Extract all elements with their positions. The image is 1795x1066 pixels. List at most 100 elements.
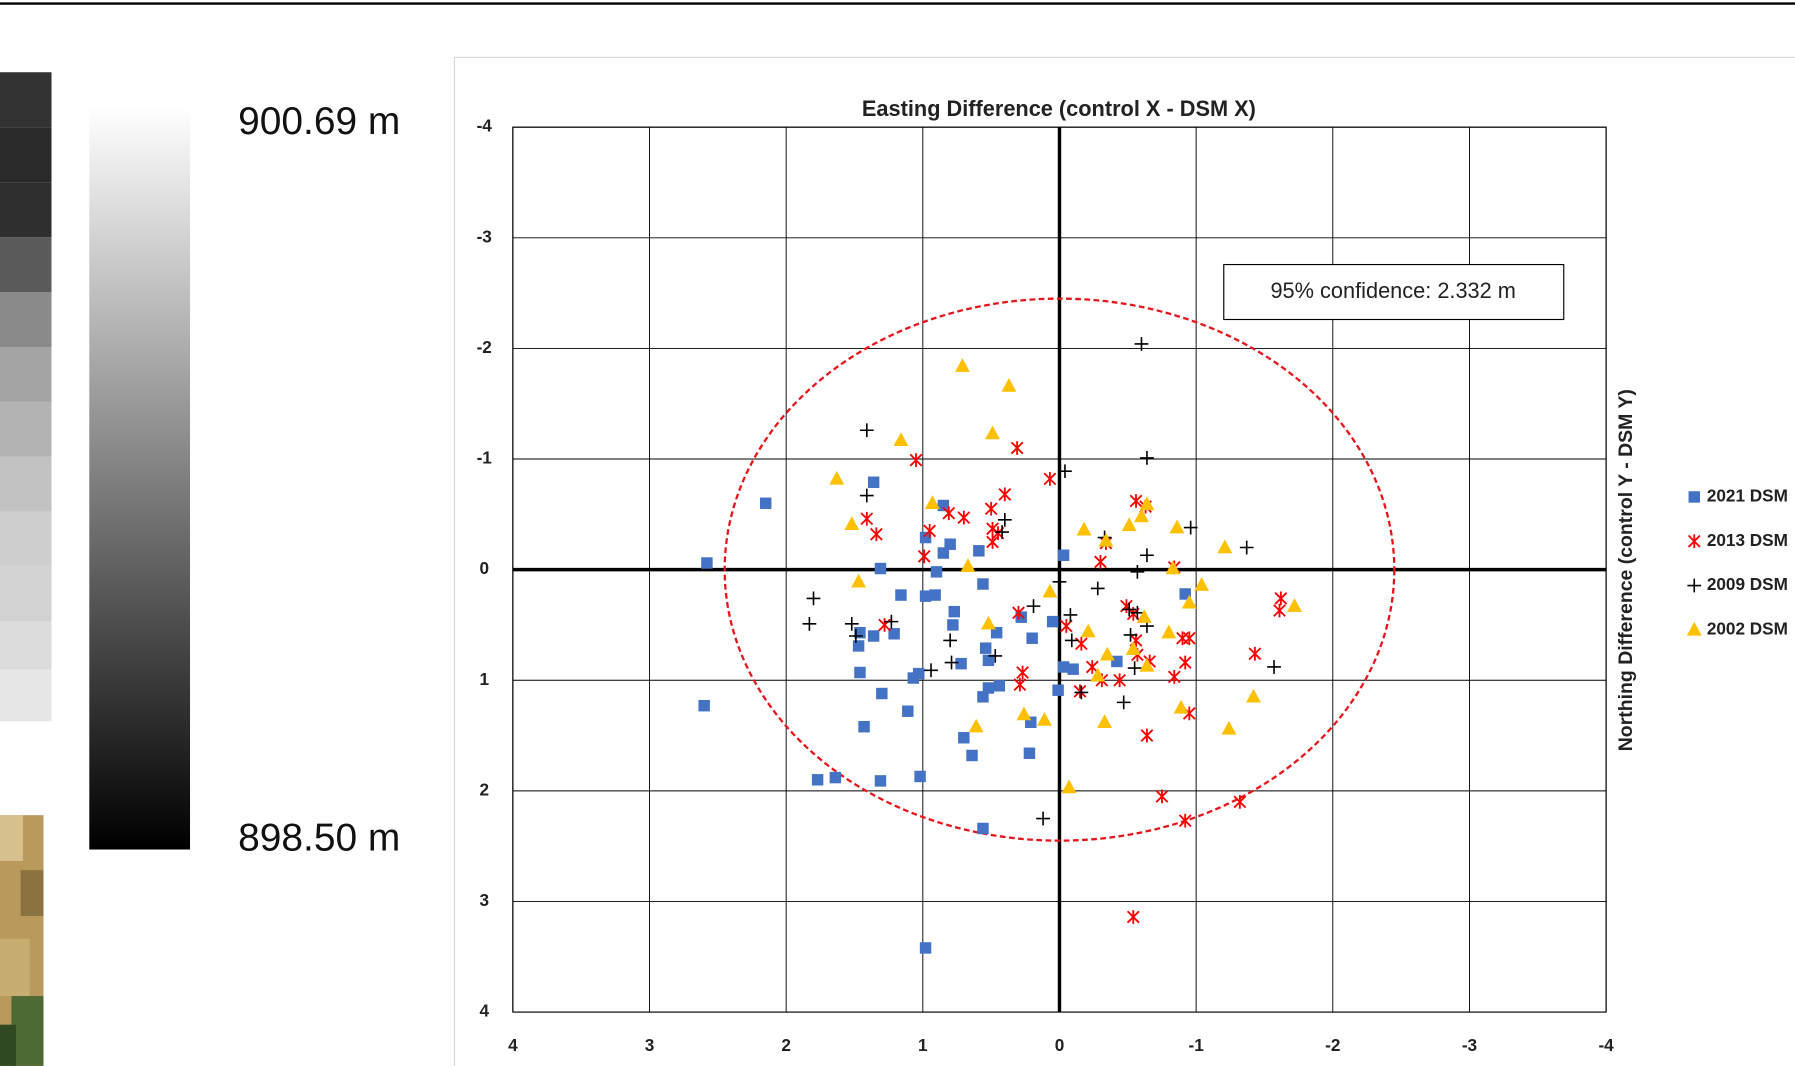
x-tick-label: 1 <box>918 1035 928 1055</box>
marker-square <box>914 771 925 782</box>
y-tick-label: -3 <box>477 226 492 246</box>
point <box>875 563 886 574</box>
point <box>908 672 919 683</box>
colorbar-min: 898.50 m <box>238 817 400 860</box>
point <box>920 942 931 953</box>
dem-strip <box>0 72 52 721</box>
marker-square <box>977 578 988 589</box>
point <box>966 750 977 761</box>
point <box>938 547 949 558</box>
marker-square <box>947 619 958 630</box>
point <box>830 772 841 783</box>
marker-square <box>1047 616 1058 627</box>
marker-square <box>983 682 994 693</box>
marker-square <box>760 498 771 509</box>
marker-square <box>1024 748 1035 759</box>
marker-square <box>1026 632 1037 643</box>
marker-square <box>858 721 869 732</box>
x-tick-label: 2 <box>781 1035 791 1055</box>
legend-label: 2013 DSM <box>1707 530 1788 550</box>
marker-square <box>949 606 960 617</box>
point <box>1024 748 1035 759</box>
point <box>895 589 906 600</box>
point <box>914 771 925 782</box>
point <box>858 721 869 732</box>
marker-square <box>980 642 991 653</box>
marker-square <box>994 680 1005 691</box>
y-tick-label: -1 <box>477 448 493 468</box>
point <box>977 578 988 589</box>
legend-label: 2009 DSM <box>1707 574 1788 594</box>
marker-square <box>875 563 886 574</box>
marker-square <box>931 566 942 577</box>
marker-square <box>1058 550 1069 561</box>
marker-square <box>853 640 864 651</box>
y-tick-label: 3 <box>479 890 489 910</box>
point <box>868 477 879 488</box>
marker-square <box>902 705 913 716</box>
marker-square <box>958 732 969 743</box>
point <box>812 774 823 785</box>
y-tick-label: 1 <box>479 669 489 689</box>
point <box>980 642 991 653</box>
x-tick-label: 0 <box>1055 1035 1065 1055</box>
point <box>698 700 709 711</box>
point <box>1047 616 1058 627</box>
marker-square <box>812 774 823 785</box>
marker-square <box>701 557 712 568</box>
x-tick-label: -3 <box>1462 1035 1477 1055</box>
x-tick-label: 4 <box>508 1035 518 1055</box>
marker-square <box>868 477 879 488</box>
point <box>701 557 712 568</box>
point <box>854 667 865 678</box>
marker-square <box>977 823 988 834</box>
point <box>958 732 969 743</box>
point <box>1058 550 1069 561</box>
point <box>947 619 958 630</box>
chart-title: Easting Difference (control X - DSM X) <box>862 96 1256 121</box>
marker-square <box>908 672 919 683</box>
y-tick-label: 0 <box>479 558 489 578</box>
point <box>1052 684 1063 695</box>
marker-square <box>698 700 709 711</box>
y-tick-label: -4 <box>477 116 493 136</box>
y-axis-title: Northing Difference (control Y - DSM Y) <box>1615 389 1637 751</box>
point <box>1067 663 1078 674</box>
point <box>902 705 913 716</box>
point <box>983 682 994 693</box>
marker-square <box>876 688 887 699</box>
marker-square <box>920 590 931 601</box>
page: {"colorbar": {"max_label": "900.69 m", "… <box>0 0 1795 1066</box>
point <box>949 606 960 617</box>
x-tick-label: 3 <box>645 1035 655 1055</box>
annotation: 95% confidence: 2.332 m <box>1270 278 1515 303</box>
point <box>931 566 942 577</box>
legend-label: 2021 DSM <box>1707 485 1788 505</box>
x-tick-label: -1 <box>1189 1035 1205 1055</box>
point <box>875 775 886 786</box>
point <box>920 590 931 601</box>
y-tick-label: -2 <box>477 337 492 357</box>
x-tick-label: -4 <box>1598 1035 1614 1055</box>
legend-marker <box>1689 491 1700 502</box>
point <box>973 545 984 556</box>
y-tick-label: 2 <box>479 779 489 799</box>
point <box>977 823 988 834</box>
marker-square <box>854 667 865 678</box>
marker-square <box>938 500 949 511</box>
point <box>853 640 864 651</box>
legend-label: 2002 DSM <box>1707 618 1788 638</box>
screenshot: 900.69 m 898.50 m Easting Difference (co… <box>0 0 1795 1066</box>
marker-square <box>868 630 879 641</box>
marker-square <box>830 772 841 783</box>
ortho-strip <box>0 815 44 1066</box>
marker-square <box>1689 491 1700 502</box>
marker-square <box>875 775 886 786</box>
marker-square <box>895 589 906 600</box>
colorbar-max: 900.69 m <box>238 100 400 143</box>
colorbar <box>89 107 190 850</box>
point <box>938 500 949 511</box>
point <box>868 630 879 641</box>
marker-square <box>966 750 977 761</box>
y-tick-label: 4 <box>479 1001 489 1021</box>
